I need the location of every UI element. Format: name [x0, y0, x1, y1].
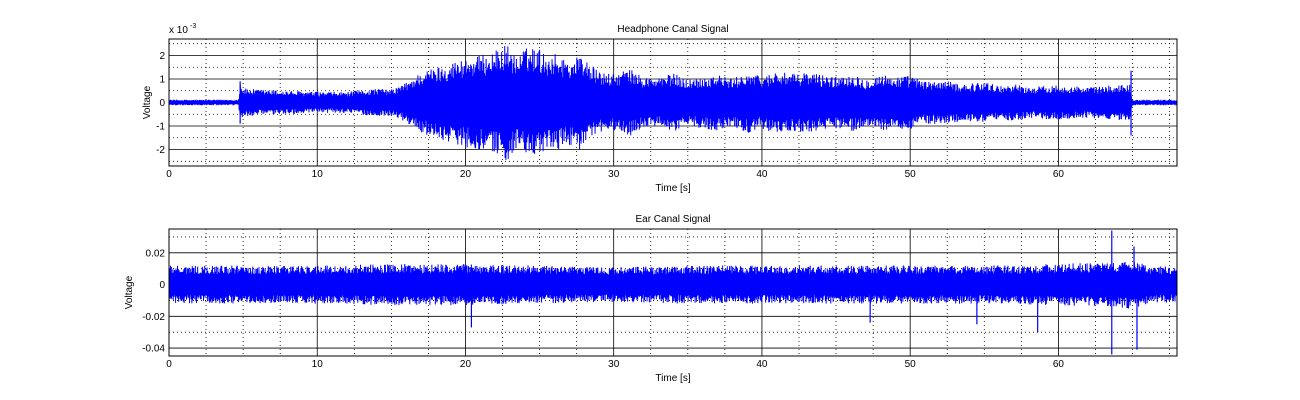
- ear-x-label: Time [s]: [655, 373, 690, 384]
- x-tick-label: 20: [460, 359, 472, 370]
- ear-axes-frame: [168, 228, 1178, 357]
- signal-trace: [168, 45, 1178, 160]
- x-tick-label: 20: [460, 169, 472, 180]
- y-tick-label: -2: [156, 145, 165, 156]
- x-tick-label: 40: [756, 169, 768, 180]
- y-tick-label: 1: [159, 74, 165, 85]
- x-tick-label: 10: [312, 169, 324, 180]
- headphone-panel: 0 10 20 30 40 50 60 -2 -1 0 1 2 Headphone Canal Sig…: [142, 23, 1178, 194]
- headphone-signal: [168, 45, 1178, 160]
- headphone-y-label: Voltage: [142, 85, 153, 119]
- ear-ticks: 0 10 20 30 40 50 60 -0.04 -0.02 0 0.02: [142, 248, 1064, 370]
- y-tick-label: 2: [159, 51, 165, 62]
- signal-trace: [168, 262, 1178, 309]
- x-tick-label: 60: [1053, 359, 1065, 370]
- headphone-ticks: 0 10 20 30 40 50 60 -2 -1 0 1 2: [156, 51, 1064, 180]
- ear-title: Ear Canal Signal: [635, 214, 710, 225]
- y-tick-label: -0.02: [142, 312, 165, 323]
- y-tick-label: 0.02: [146, 248, 166, 259]
- x-tick-label: 50: [905, 359, 917, 370]
- x-tick-label: 50: [905, 169, 917, 180]
- headphone-y-exponent-power: -3: [190, 23, 196, 30]
- ear-panel: 0 10 20 30 40 50 60 -0.04 -0.02 0 0.02 Ear Canal S…: [124, 214, 1178, 384]
- y-tick-label: 0: [159, 280, 165, 291]
- y-tick-label: -0.04: [142, 344, 165, 355]
- headphone-title: Headphone Canal Signal: [617, 24, 728, 35]
- x-tick-label: 40: [756, 359, 768, 370]
- x-tick-label: 0: [166, 169, 172, 180]
- x-tick-label: 0: [166, 359, 172, 370]
- y-tick-label: 0: [159, 98, 165, 109]
- x-tick-label: 30: [608, 169, 620, 180]
- y-tick-label: -1: [156, 122, 165, 133]
- x-tick-label: 60: [1053, 169, 1065, 180]
- x-tick-label: 30: [608, 359, 620, 370]
- x-tick-label: 10: [312, 359, 324, 370]
- headphone-grid: [169, 39, 1177, 166]
- headphone-axes-frame: [168, 38, 1178, 167]
- headphone-y-exponent: x 10: [169, 25, 188, 36]
- ear-y-label: Voltage: [124, 275, 135, 309]
- headphone-x-label: Time [s]: [655, 183, 690, 194]
- ear-signal: [168, 230, 1178, 355]
